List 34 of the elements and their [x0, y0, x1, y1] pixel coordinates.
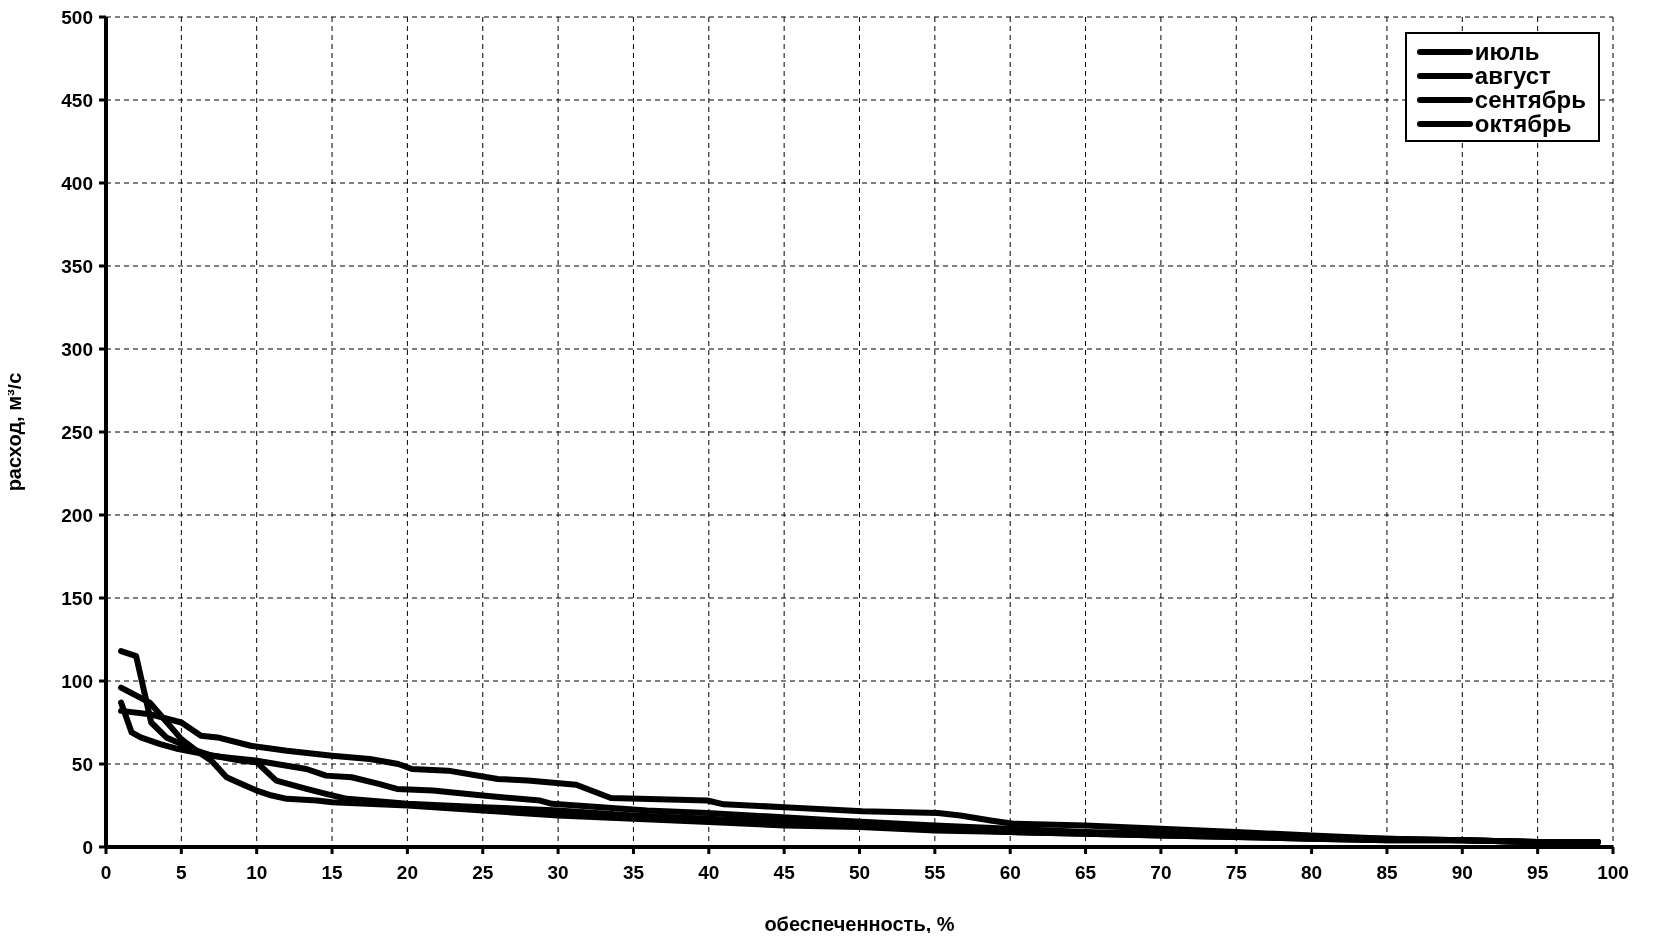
y-tick-label: 300	[61, 338, 93, 360]
y-tick-label: 50	[71, 753, 93, 775]
x-tick-label: 40	[698, 862, 720, 884]
y-tick-label: 250	[61, 421, 93, 443]
legend-label: август	[1474, 62, 1551, 89]
x-tick-label: 5	[176, 862, 188, 884]
y-tick-label: 450	[61, 89, 93, 111]
x-tick-label: 100	[1597, 862, 1629, 884]
x-tick-label: 60	[999, 862, 1021, 884]
x-tick-label: 35	[622, 862, 645, 884]
x-tick-label: 10	[246, 862, 268, 884]
y-tick-label: 150	[61, 587, 93, 609]
y-tick-label: 350	[61, 255, 93, 277]
y-tick-label: 100	[61, 670, 93, 692]
x-tick-label: 50	[848, 862, 871, 884]
x-tick-label: 30	[547, 862, 569, 884]
legend-label: июль	[1474, 38, 1540, 65]
y-tick-label: 0	[82, 836, 93, 858]
y-tick-label: 200	[61, 504, 93, 526]
x-tick-label: 65	[1074, 862, 1097, 884]
x-tick-label: 85	[1376, 862, 1398, 884]
x-tick-label: 25	[472, 862, 494, 884]
x-tick-label: 70	[1150, 862, 1172, 884]
y-tick-label: 500	[61, 6, 93, 28]
x-tick-label: 20	[396, 862, 418, 884]
x-tick-label: 90	[1451, 862, 1473, 884]
x-tick-label: 95	[1527, 862, 1549, 884]
x-tick-label: 75	[1225, 862, 1248, 884]
y-tick-label: 400	[61, 172, 93, 194]
x-tick-label: 55	[924, 862, 946, 884]
x-tick-label: 15	[321, 862, 344, 884]
x-tick-label: 45	[773, 862, 796, 884]
x-tick-label: 0	[100, 862, 112, 884]
x-tick-label: 80	[1301, 862, 1323, 884]
